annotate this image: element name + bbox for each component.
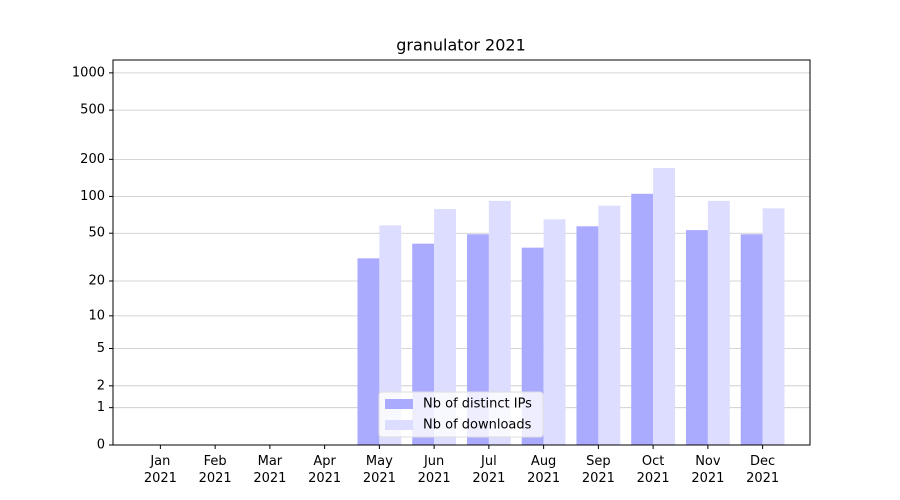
x-tick-label-line: Mar bbox=[258, 454, 283, 469]
legend-label: Nb of distinct IPs bbox=[423, 397, 532, 412]
x-tick-label: Jan 2021 bbox=[144, 454, 177, 486]
y-tick-label: 10 bbox=[88, 308, 105, 323]
x-tick-label-line: Jul bbox=[480, 454, 497, 469]
x-tick-label: Oct 2021 bbox=[637, 454, 670, 486]
legend-label: Nb of downloads bbox=[423, 418, 532, 433]
x-tick-label-line: Jan bbox=[149, 454, 170, 469]
x-tick-label-line: 2021 bbox=[199, 471, 232, 486]
bar bbox=[762, 208, 785, 445]
x-tick-label: May 2021 bbox=[363, 454, 396, 486]
x-tick-label-line: May bbox=[366, 454, 393, 469]
x-tick-label-line: Jun bbox=[423, 454, 444, 469]
x-tick-label-line: Dec bbox=[750, 454, 775, 469]
bar bbox=[576, 226, 599, 445]
y-tick-label: 200 bbox=[80, 152, 105, 167]
bar bbox=[488, 200, 511, 445]
x-tick-label-line: Oct bbox=[642, 454, 664, 469]
x-tick-label-line: 2021 bbox=[691, 471, 724, 486]
x-tick-label-line: Aug bbox=[531, 454, 556, 469]
x-tick-label-line: 2021 bbox=[746, 471, 779, 486]
x-tick-label: Nov 2021 bbox=[691, 454, 724, 486]
bar bbox=[707, 200, 730, 445]
x-tick-label-line: 2021 bbox=[418, 471, 451, 486]
x-tick-label: Jun 2021 bbox=[418, 454, 451, 486]
legend-box bbox=[378, 391, 544, 438]
y-tick-label: 1 bbox=[97, 400, 105, 415]
bar bbox=[740, 234, 763, 445]
bar bbox=[631, 193, 654, 445]
bar bbox=[379, 225, 402, 445]
y-tick-label: 0 bbox=[97, 438, 105, 453]
y-tick-label: 100 bbox=[80, 189, 105, 204]
x-tick-label-line: 2021 bbox=[472, 471, 505, 486]
y-tick-label: 20 bbox=[88, 274, 105, 289]
bar bbox=[685, 230, 708, 445]
x-tick-label: Feb 2021 bbox=[199, 454, 232, 486]
legend-swatch bbox=[385, 399, 413, 409]
x-tick-label-line: 2021 bbox=[144, 471, 177, 486]
y-tick-label: 2 bbox=[97, 378, 105, 393]
x-tick-label-line: Sep bbox=[586, 454, 611, 469]
y-tick-label: 5 bbox=[97, 341, 105, 356]
x-tick-label-line: 2021 bbox=[582, 471, 615, 486]
x-tick-label-line: 2021 bbox=[363, 471, 396, 486]
y-tick-label: 50 bbox=[88, 226, 105, 241]
x-tick-label-line: Apr bbox=[313, 454, 336, 469]
x-tick-label: Sep 2021 bbox=[582, 454, 615, 486]
x-tick-label-line: 2021 bbox=[253, 471, 286, 486]
bar bbox=[543, 219, 566, 445]
x-tick-label: Jul 2021 bbox=[472, 454, 505, 486]
x-tick-label-line: Nov bbox=[695, 454, 721, 469]
x-tick-label: Apr 2021 bbox=[308, 454, 341, 486]
plot-frame bbox=[112, 59, 811, 446]
x-tick-label-line: 2021 bbox=[637, 471, 670, 486]
y-tick-label: 500 bbox=[80, 103, 105, 118]
x-tick-label-line: Feb bbox=[204, 454, 227, 469]
x-tick-label: Dec 2021 bbox=[746, 454, 779, 486]
bar bbox=[357, 258, 380, 445]
x-tick-label-line: 2021 bbox=[308, 471, 341, 486]
x-tick-label-line: 2021 bbox=[527, 471, 560, 486]
bar bbox=[434, 208, 457, 445]
x-tick-label: Aug 2021 bbox=[527, 454, 560, 486]
chart-title: granulator 2021 bbox=[396, 36, 526, 55]
x-tick-label: Mar 2021 bbox=[253, 454, 286, 486]
legend-swatch bbox=[385, 420, 413, 430]
y-tick-label: 1000 bbox=[72, 65, 105, 80]
bar bbox=[653, 168, 676, 446]
bar bbox=[598, 205, 621, 445]
